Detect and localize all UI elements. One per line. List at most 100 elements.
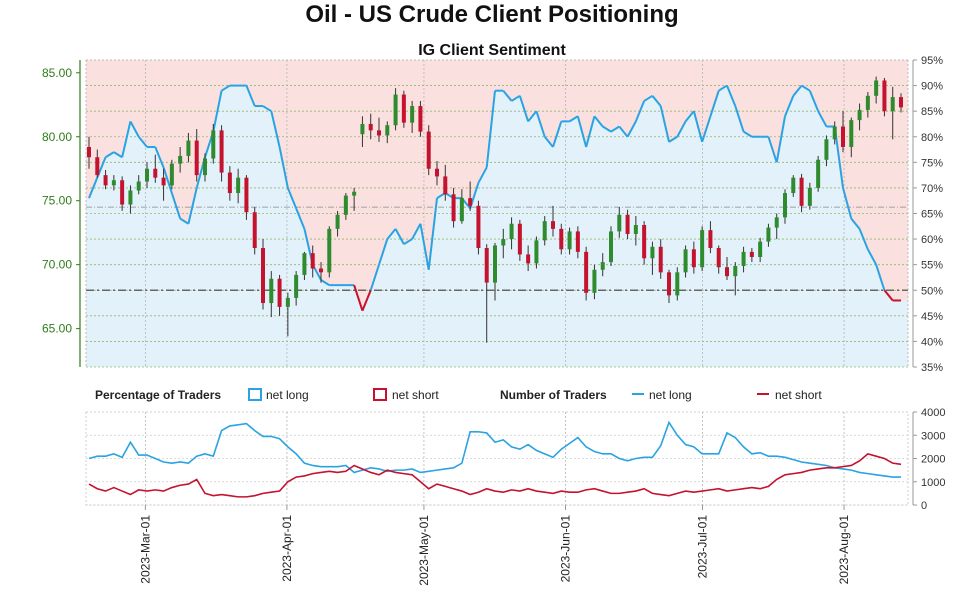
candle-body [319, 268, 323, 273]
candle-body [459, 198, 464, 222]
candle-body [443, 176, 448, 195]
candle-body [791, 177, 796, 194]
price-tick-label: 70.00 [42, 258, 72, 272]
candle-body [145, 168, 149, 182]
candle-body [758, 241, 763, 257]
legend: Percentage of Traders net long net short… [95, 388, 822, 402]
pct-tick-label: 50% [921, 285, 943, 297]
candle-body [542, 221, 547, 241]
pct-tick-label: 80% [921, 132, 943, 144]
candle-body [600, 262, 605, 270]
candle-body [468, 198, 473, 206]
sentiment-line-segment [618, 125, 629, 138]
candle-body [642, 225, 647, 259]
candle-body [816, 159, 821, 188]
sentiment-line-segment [775, 116, 786, 163]
date-axis: 2023-Mar-01 2023-Apr-01 2023-May-01 2023-Ju… [138, 505, 851, 586]
candle-body [120, 180, 125, 205]
sentiment-line-segment [883, 289, 894, 302]
candle-body [103, 175, 108, 186]
sentiment-line-segment [245, 85, 256, 107]
candle-body [733, 265, 738, 277]
sentiment-line-segment [634, 100, 646, 122]
sentiment-line-segment [154, 146, 165, 168]
candle-body [890, 97, 895, 112]
pct-tick-label: 75% [921, 157, 943, 169]
pct-short-swatch [373, 388, 387, 401]
candle-body [899, 97, 903, 108]
candle-body [617, 214, 622, 232]
sentiment-line-segment [543, 136, 554, 148]
candle-body [882, 80, 887, 112]
candle-body [526, 254, 531, 264]
sentiment-line-segment [162, 167, 173, 194]
sentiment-line-segment [676, 120, 687, 138]
sentiment-line-segment [718, 84, 728, 92]
candle-body [227, 172, 232, 194]
candle-body [111, 180, 116, 186]
chart-title: Oil - US Crude Client Positioning [305, 1, 678, 28]
sentiment-line-segment [875, 264, 886, 291]
candle-body [501, 239, 506, 246]
candle-body [219, 130, 224, 173]
sentiment-line-segment [709, 90, 720, 117]
candle-body [169, 163, 174, 186]
sentiment-line-segment [270, 110, 281, 148]
candle-body [377, 130, 381, 136]
sentiment-line-segment [659, 105, 670, 143]
candle-body [476, 205, 481, 249]
sentiment-line-segment [511, 94, 521, 102]
candle-body [236, 177, 241, 194]
num-legend-title: Number of Traders [500, 388, 607, 402]
candle-body [128, 190, 133, 205]
candle-body [832, 126, 837, 140]
sentiment-line-segment [129, 120, 140, 138]
candle-body [186, 140, 191, 156]
candle-body [683, 249, 688, 273]
candle-body [783, 193, 787, 218]
candle-body [493, 245, 497, 283]
candle-body [368, 123, 373, 131]
sentiment-line-segment [668, 135, 678, 143]
pct-tick-label: 60% [921, 234, 943, 246]
pct-long-label: net long [266, 388, 309, 402]
sentiment-line-segment [386, 228, 397, 240]
sentiment-line-segment [286, 187, 298, 209]
sentiment-line-segment [602, 125, 612, 133]
candle-body [592, 269, 597, 293]
sentiment-line-segment [842, 187, 853, 219]
sentiment-line-segment [419, 223, 430, 270]
candle-body [310, 253, 315, 269]
candle-body [178, 155, 183, 164]
candle-body [857, 109, 862, 121]
net-long-traders-line [88, 420, 901, 478]
sentiment-line-segment [734, 105, 745, 132]
sentiment-line-segment [212, 90, 223, 132]
sentiment-line-segment [221, 84, 231, 92]
candle-body [799, 177, 804, 206]
sentiment-line-segment [411, 223, 422, 240]
sentiment-line-segment [576, 116, 588, 148]
net-short-traders-line [88, 452, 902, 498]
candle-body [484, 248, 489, 283]
candle-body [807, 187, 812, 206]
sentiment-line-segment [850, 217, 861, 230]
price-sentiment-panel: 65.00 70.00 75.00 80.00 85.00 35% 40% 45% 50% 55%… [42, 55, 943, 374]
pct-tick-label: 95% [921, 55, 943, 67]
sentiment-line-segment [569, 115, 579, 123]
sentiment-line-segment [817, 110, 828, 127]
candle-body [451, 194, 456, 222]
candle-body [708, 230, 713, 249]
candle-body [385, 125, 390, 136]
sentiment-line-segment [427, 198, 438, 270]
candle-body [575, 231, 580, 252]
candle-body [277, 278, 282, 307]
sentiment-line-segment [361, 289, 372, 312]
sentiment-line-segment [369, 264, 380, 291]
candle-body [534, 240, 539, 264]
candle-body [153, 168, 158, 178]
sentiment-line-segment [403, 238, 413, 246]
candle-body [211, 130, 216, 159]
candle-body [874, 80, 879, 96]
sentiment-line-segment [394, 228, 405, 245]
